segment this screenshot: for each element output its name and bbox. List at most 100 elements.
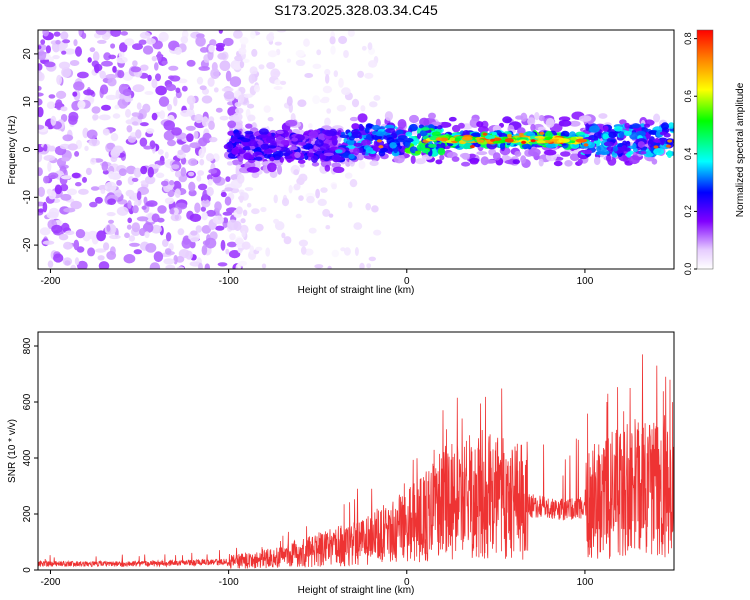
spectrogram-cell xyxy=(394,138,406,143)
spectrogram-cell xyxy=(376,139,382,143)
spectrogram-cell xyxy=(323,152,335,157)
spectrogram-cell xyxy=(219,60,231,71)
spectrogram-cell xyxy=(320,187,328,193)
spectrogram-cell xyxy=(177,228,185,236)
spectrogram-cell xyxy=(332,166,345,173)
spectrogram-cell xyxy=(173,96,178,107)
spectrogram-cell xyxy=(247,103,255,109)
spectrogram-cell xyxy=(653,145,659,149)
spectrogram-cell xyxy=(201,212,208,221)
spectrogram-cell xyxy=(476,139,485,143)
spectrogram-cell xyxy=(579,132,585,136)
spectrogram-cell xyxy=(145,175,156,185)
spectrogram-cell xyxy=(596,146,602,152)
spectrogram-y-axis: -20 -10 0 10 20 xyxy=(22,48,38,252)
spectrogram-cell xyxy=(104,181,117,193)
y-tick-label: 400 xyxy=(22,449,33,466)
spectrogram-cell xyxy=(372,145,381,152)
spectrogram-cell xyxy=(602,133,609,140)
spectrogram-cell xyxy=(299,163,305,168)
spectrogram-cell xyxy=(104,223,117,235)
spectrogram-cell xyxy=(177,149,184,156)
spectrogram-cell xyxy=(70,264,77,269)
spectrogram-cell xyxy=(325,225,331,230)
y-tick-label: 600 xyxy=(22,393,33,410)
spectrogram-cell xyxy=(195,225,202,233)
spectrogram-cell xyxy=(449,137,456,142)
spectrogram-cell xyxy=(273,218,280,224)
spectrogram-cell xyxy=(75,46,82,57)
spectrogram-cell xyxy=(622,140,628,147)
spectrogram-cell xyxy=(451,156,460,162)
spectrogram-cell xyxy=(469,145,475,149)
spectrogram-cell xyxy=(146,200,158,207)
spectrogram-cell xyxy=(235,206,243,215)
spectrogram-cell xyxy=(534,112,540,121)
spectrogram-cell xyxy=(469,159,479,165)
spectrogram-cell xyxy=(220,239,226,251)
spectrogram-cell xyxy=(43,155,56,161)
spectrogram-cell xyxy=(250,30,256,39)
spectrogram-cell xyxy=(603,141,615,147)
spectrogram-cell xyxy=(189,213,202,222)
spectrogram-cell xyxy=(491,131,498,136)
spectrogram-cell xyxy=(215,45,225,52)
spectrogram-cell xyxy=(188,158,198,167)
spectrogram-cell xyxy=(339,134,350,139)
spectrogram-cell xyxy=(251,48,258,57)
spectrogram-cell xyxy=(295,213,302,219)
spectrogram-cell xyxy=(361,45,367,51)
spectrogram-cell xyxy=(48,94,56,99)
spectrogram-cell xyxy=(514,150,522,157)
spectrogram-cell xyxy=(155,172,165,179)
spectrogram-cell xyxy=(336,104,347,112)
y-tick-label: -10 xyxy=(22,190,33,205)
spectrogram-cell xyxy=(38,124,45,130)
spectrogram-cell xyxy=(181,144,191,153)
spectrogram-cell xyxy=(180,109,192,117)
spectrogram-cell xyxy=(132,60,138,67)
spectrogram-cell xyxy=(204,237,217,249)
spectrogram-cell xyxy=(312,95,320,105)
spectrogram-cell xyxy=(38,72,45,82)
spectrogram-cell xyxy=(199,47,209,53)
spectrogram-cell xyxy=(155,73,161,82)
spectrogram-cell xyxy=(255,223,264,232)
spectrogram-cell xyxy=(155,85,167,96)
spectrogram-cell xyxy=(291,137,299,142)
spectrogram-cell xyxy=(283,236,292,245)
spectrogram-cell xyxy=(578,115,592,122)
spectrogram-cell xyxy=(101,60,113,67)
spectrogram-cell xyxy=(210,68,220,80)
spectrogram-cell xyxy=(461,136,473,141)
spectrogram-cell xyxy=(249,146,256,150)
spectrogram-cell xyxy=(595,151,600,156)
spectrogram-cell xyxy=(294,151,301,158)
spectrogram-cell xyxy=(222,217,229,224)
spectrogram-cell xyxy=(314,139,324,147)
spectrogram-cell xyxy=(254,156,263,161)
spectrogram-cell xyxy=(314,264,324,269)
spectrogram-cell xyxy=(319,98,330,104)
spectrogram-cell xyxy=(109,234,121,240)
spectrogram-cell xyxy=(125,108,131,118)
spectrogram-cell xyxy=(569,153,580,162)
spectrogram-cell xyxy=(640,151,647,155)
spectrogram-cell xyxy=(106,250,117,260)
spectrogram-cell xyxy=(77,100,86,110)
spectrogram-cell xyxy=(66,188,78,196)
spectrogram-cell xyxy=(288,146,298,151)
spectrogram-cell xyxy=(228,250,241,259)
spectrogram-cell xyxy=(575,138,587,143)
spectrogram-cell xyxy=(199,85,207,91)
spectrogram-cell xyxy=(140,64,149,71)
spectrogram-cell xyxy=(147,166,154,178)
spectrogram-cell xyxy=(249,66,258,75)
spectrogram-cell xyxy=(267,162,277,173)
spectrogram-cell xyxy=(92,51,100,62)
spectrogram-cell xyxy=(76,260,88,269)
spectrogram-cell xyxy=(176,266,185,269)
spectrogram-cell xyxy=(654,138,660,143)
spectrogram-cell xyxy=(331,162,342,168)
spectrogram-cell xyxy=(659,131,667,136)
